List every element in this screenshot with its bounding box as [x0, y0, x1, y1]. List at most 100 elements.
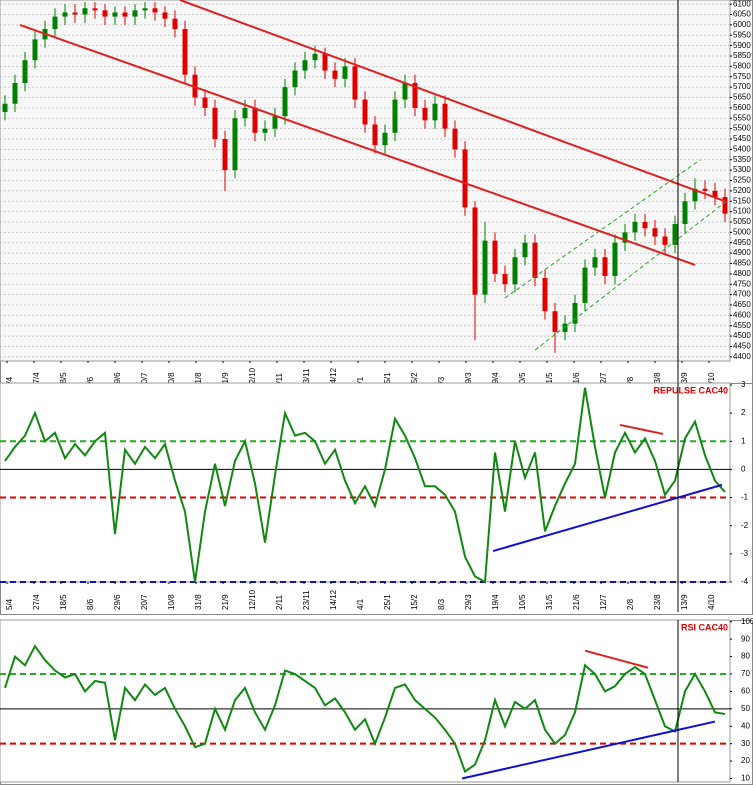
x-tick-label: 14/12 [329, 589, 338, 610]
x-tick-label: 21/6 [572, 594, 581, 610]
candle-body [162, 12, 168, 19]
x-tick-label: 4/10 [707, 594, 716, 610]
y-tick-label: 5150 [733, 196, 751, 205]
trend-line [19, 23, 696, 266]
x-tick-label: 29/3 [464, 594, 473, 610]
y-tick-label: 60 [741, 687, 750, 696]
candle-body [602, 257, 608, 276]
y-tick-label: 5450 [733, 134, 751, 143]
candle-body [442, 103, 448, 129]
y-tick-label: 0 [741, 465, 746, 474]
x-tick-label: 12/7 [599, 594, 608, 610]
x-tick-label: 21/6 [572, 372, 581, 388]
y-tick-label: 1 [741, 436, 746, 445]
y-tick-label: 30 [741, 739, 750, 748]
candle-body [712, 190, 718, 198]
y-tick-label: 4950 [733, 238, 751, 247]
x-tick-label: 4/1 [356, 376, 365, 388]
candle-body [552, 311, 558, 332]
candle-body [72, 12, 78, 15]
candle-body [662, 236, 668, 245]
x-tick-label: 31/5 [545, 594, 554, 610]
y-tick-label: 4700 [733, 290, 751, 299]
candle-body [92, 8, 98, 11]
candle-body [702, 188, 708, 191]
y-tick-label: 4500 [733, 331, 751, 340]
candle-body [412, 82, 418, 108]
y-tick-label: 6050 [733, 10, 751, 19]
candle-body [52, 16, 58, 30]
y-tick-label: 5500 [733, 124, 751, 133]
x-tick-label: 8/6 [86, 376, 95, 388]
x-tick-label: 31/5 [545, 372, 554, 388]
x-tick-label: 4/1 [356, 598, 365, 610]
candle-body [262, 128, 268, 133]
x-tick-label: 2/8 [626, 598, 635, 610]
candle-body [462, 149, 468, 208]
y-tick-label: 4850 [733, 259, 751, 268]
y-tick-label: 4400 [733, 352, 751, 361]
y-tick-label: 6100 [733, 0, 751, 8]
y-tick-label: 5200 [733, 186, 751, 195]
candle-body [482, 240, 488, 295]
candle-body [502, 273, 508, 285]
candle-body [132, 10, 138, 17]
candle-body [182, 29, 188, 75]
plot-area [0, 619, 731, 783]
x-tick-label: 23/8 [653, 372, 662, 388]
x-tick-label: 19/4 [491, 372, 500, 388]
x-tick-label: 18/5 [59, 372, 68, 388]
y-tick-label: 5050 [733, 217, 751, 226]
candle-body [362, 99, 368, 125]
candle-body [112, 12, 118, 17]
y-tick-label: 40 [741, 721, 750, 730]
x-tick-label: 21/9 [221, 594, 230, 610]
candle-body [142, 8, 148, 11]
y-tick-label: 5100 [733, 207, 751, 216]
y-tick-label: -3 [741, 549, 749, 558]
x-tick-label: 12/10 [248, 589, 257, 610]
y-tick-label: -2 [741, 521, 749, 530]
y-tick-label: 3 [741, 380, 746, 389]
y-tick-label: -4 [741, 577, 749, 586]
y-tick-label: 50 [741, 704, 750, 713]
indicator-line [4, 644, 726, 774]
y-tick-label: 4750 [733, 279, 751, 288]
y-tick-label: 5300 [733, 165, 751, 174]
candle-body [402, 82, 408, 100]
panel-title: REPULSE CAC40 [653, 385, 728, 395]
candle-body [672, 224, 678, 245]
candle-body [242, 107, 248, 119]
candle-body [352, 66, 358, 100]
y-tick-label: 10 [741, 774, 750, 783]
x-tick-label: 13/9 [680, 594, 689, 610]
y-tick-label: 5950 [733, 30, 751, 39]
x-tick-label: 31/8 [194, 372, 203, 388]
x-tick-label: 23/11 [302, 590, 311, 610]
candle-body [532, 242, 538, 279]
x-tick-label: 25/1 [383, 372, 392, 388]
y-tick-label: 5800 [733, 62, 751, 71]
candle-body [332, 70, 338, 79]
candle-body [522, 242, 528, 258]
x-tick-label: 20/7 [140, 372, 149, 388]
x-tick-label: 15/2 [410, 372, 419, 388]
x-tick-label: 23/11 [302, 368, 311, 388]
candle-body [22, 60, 28, 83]
y-tick-label: 5650 [733, 93, 751, 102]
x-tick-label: 2/8 [626, 376, 635, 388]
candle-body [122, 12, 128, 17]
trend-line [504, 159, 701, 299]
y-tick-label: 5400 [733, 144, 751, 153]
x-tick-label: 15/2 [410, 594, 419, 610]
x-tick-label: 29/6 [113, 594, 122, 610]
x-tick-label: 25/1 [383, 594, 392, 610]
x-tick-label: 14/12 [329, 367, 338, 388]
x-tick-label: 27/4 [32, 594, 41, 610]
candle-body [642, 221, 648, 229]
y-tick-label: 4650 [733, 300, 751, 309]
trend-line [584, 649, 649, 669]
candle-body [572, 302, 578, 324]
candle-body [102, 10, 108, 17]
